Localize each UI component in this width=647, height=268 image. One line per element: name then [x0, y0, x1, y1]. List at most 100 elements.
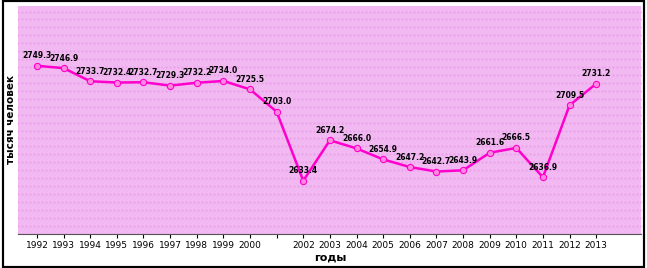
Point	[516, 144, 527, 148]
Point	[373, 49, 383, 53]
Point	[109, 136, 120, 141]
Point	[53, 73, 63, 77]
Point	[129, 224, 139, 228]
Point	[217, 216, 227, 220]
Point	[448, 232, 459, 236]
Point	[536, 208, 547, 212]
Point	[89, 97, 100, 101]
Point	[448, 152, 459, 157]
Point	[57, 89, 67, 93]
Point	[201, 176, 211, 180]
Point	[624, 152, 635, 157]
Point	[512, 113, 523, 117]
Point	[233, 160, 243, 165]
Point	[321, 57, 331, 61]
Point	[584, 192, 595, 196]
Point	[257, 176, 267, 180]
Point	[481, 184, 491, 188]
Point	[173, 81, 183, 85]
Point	[221, 89, 231, 93]
Point	[201, 216, 211, 220]
Point	[564, 136, 575, 141]
Point	[69, 57, 80, 61]
Point	[257, 57, 267, 61]
Point	[536, 232, 547, 236]
Point	[532, 136, 543, 141]
Point	[461, 216, 471, 220]
Point	[573, 97, 583, 101]
Point	[25, 200, 36, 204]
Point	[101, 57, 111, 61]
Point	[177, 41, 187, 45]
Point	[492, 81, 503, 85]
Point	[632, 105, 642, 109]
Point	[421, 208, 431, 212]
Point	[149, 57, 159, 61]
Text: 2732.7: 2732.7	[129, 68, 158, 77]
Point	[125, 144, 135, 148]
Point	[45, 192, 56, 196]
Point	[153, 144, 163, 148]
Point	[121, 9, 131, 14]
Point	[113, 208, 124, 212]
Point	[584, 200, 595, 204]
Point	[580, 168, 591, 172]
Point	[448, 224, 459, 228]
Point	[472, 97, 483, 101]
Point	[29, 128, 39, 133]
Point	[588, 121, 598, 125]
Point	[336, 208, 347, 212]
Point	[409, 97, 419, 101]
Point	[241, 33, 251, 38]
Point	[384, 136, 395, 141]
Point	[205, 97, 215, 101]
Point	[253, 152, 263, 157]
Point	[197, 113, 207, 117]
Point	[536, 25, 547, 29]
Point	[49, 216, 60, 220]
Point	[297, 113, 307, 117]
Point	[329, 168, 339, 172]
Point	[421, 216, 431, 220]
Point	[604, 49, 615, 53]
Point	[185, 128, 195, 133]
Point	[249, 184, 259, 188]
Point	[617, 200, 627, 204]
Point	[321, 216, 331, 220]
Point	[329, 232, 339, 236]
Point	[253, 144, 263, 148]
Point	[400, 216, 411, 220]
Point	[37, 41, 47, 45]
Point	[137, 33, 148, 38]
Point	[472, 49, 483, 53]
Point	[257, 105, 267, 109]
Point	[145, 121, 155, 125]
Point	[461, 113, 471, 117]
Point	[221, 160, 231, 165]
Point	[33, 65, 43, 69]
Point	[341, 160, 351, 165]
Point	[336, 216, 347, 220]
Point	[553, 49, 563, 53]
Point	[573, 232, 583, 236]
Point	[201, 232, 211, 236]
Point	[89, 192, 100, 196]
Point	[604, 121, 615, 125]
Point	[356, 97, 367, 101]
Point	[153, 81, 163, 85]
Point	[29, 113, 39, 117]
Point	[321, 25, 331, 29]
Point	[485, 192, 495, 196]
Point	[145, 89, 155, 93]
Point	[476, 25, 487, 29]
Point	[553, 192, 563, 196]
Point	[492, 160, 503, 165]
Point	[277, 65, 287, 69]
Point	[421, 113, 431, 117]
Point	[121, 25, 131, 29]
Point	[141, 232, 151, 236]
Point	[189, 200, 199, 204]
Point	[377, 105, 387, 109]
Point	[89, 224, 100, 228]
Point	[373, 81, 383, 85]
